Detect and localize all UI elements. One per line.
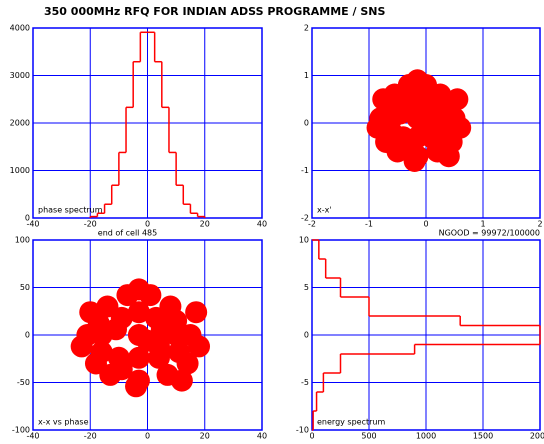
- annotation: phase spectrum: [38, 206, 103, 215]
- x-tick-label: -1: [365, 220, 373, 229]
- y-tick-label: -10: [296, 426, 309, 435]
- y-tick-label: 1000: [10, 166, 30, 175]
- y-tick-label: 2000: [10, 119, 30, 128]
- scatter-point: [432, 95, 455, 118]
- annotation: energy spectrum: [317, 418, 385, 427]
- scatter-point: [420, 116, 443, 139]
- y-tick-label: -2: [301, 214, 309, 223]
- scatter-point: [147, 335, 170, 358]
- x-tick-label: 0: [309, 432, 314, 441]
- scatter-point: [185, 301, 208, 324]
- scatter-point: [397, 74, 420, 96]
- x-tick-label: -20: [84, 220, 97, 229]
- y-tick-label: 1: [304, 71, 309, 80]
- scatter-point: [110, 358, 133, 381]
- y-tick-label: 0: [25, 331, 30, 340]
- y-tick-label: -50: [17, 378, 30, 387]
- scatter-point: [170, 369, 193, 392]
- y-tick-label: 0: [304, 331, 309, 340]
- scatter-point: [415, 74, 437, 96]
- y-tick-label: 3000: [10, 71, 30, 80]
- x-tick-label: 0: [145, 220, 150, 229]
- x-tick-label: 0: [145, 432, 150, 441]
- x-tick-label: 20: [200, 220, 210, 229]
- y-tick-label: -100: [12, 426, 30, 435]
- scatter-point: [90, 341, 113, 364]
- x-tick-label: 40: [257, 432, 267, 441]
- note: NGOOD = 99972/100000: [439, 229, 540, 238]
- x-tick-label: 0: [423, 220, 428, 229]
- annotation: x-x': [317, 206, 332, 215]
- scatter-point: [437, 145, 460, 168]
- scatter-point: [167, 341, 190, 364]
- chart-title: 350 000MHz RFQ FOR INDIAN ADSS PROGRAMME…: [44, 5, 385, 18]
- scatter-point: [87, 312, 110, 335]
- scatter-point: [127, 301, 150, 324]
- y-tick-label: -5: [301, 378, 309, 387]
- x-tick-label: -20: [84, 432, 97, 441]
- scatter-point: [188, 335, 211, 358]
- scatter-point: [116, 284, 139, 307]
- scatter-point: [377, 97, 400, 120]
- y-tick-label: 5: [304, 283, 309, 292]
- scatter-point: [125, 375, 148, 398]
- annotation: x-x vs phase: [38, 418, 89, 427]
- scatter-point: [366, 116, 389, 139]
- y-tick-label: 100: [15, 236, 30, 245]
- scatter-point: [105, 318, 128, 341]
- y-tick-label: 10: [299, 236, 309, 245]
- y-tick-label: 0: [25, 214, 30, 223]
- x-tick-label: 2000: [530, 432, 544, 441]
- x-tick-label: 1500: [473, 432, 493, 441]
- y-tick-label: 4000: [10, 24, 30, 33]
- x-tick-label: 20: [200, 432, 210, 441]
- scatter-point: [165, 309, 188, 332]
- x-axis-label: end of cell 485: [98, 229, 157, 238]
- scatter-point: [139, 284, 162, 307]
- x-tick-label: -2: [308, 220, 316, 229]
- x-tick-label: 1000: [416, 432, 436, 441]
- scatter-point: [127, 346, 150, 369]
- plot-frame: [32, 27, 263, 219]
- x-tick-label: -40: [26, 432, 39, 441]
- y-tick-label: 0: [304, 119, 309, 128]
- scatter-point: [395, 135, 418, 158]
- y-tick-label: 50: [20, 283, 30, 292]
- x-tick-label: 500: [361, 432, 376, 441]
- x-tick-label: -40: [26, 220, 39, 229]
- plot-frame: [32, 239, 263, 431]
- x-tick-label: 1: [480, 220, 485, 229]
- y-tick-label: -1: [301, 166, 309, 175]
- scatter-point: [70, 335, 93, 358]
- plot-frame: [311, 27, 541, 219]
- scatter-point: [449, 116, 472, 139]
- y-tick-label: 2: [304, 24, 309, 33]
- x-tick-label: 40: [257, 220, 267, 229]
- x-tick-label: 2: [537, 220, 542, 229]
